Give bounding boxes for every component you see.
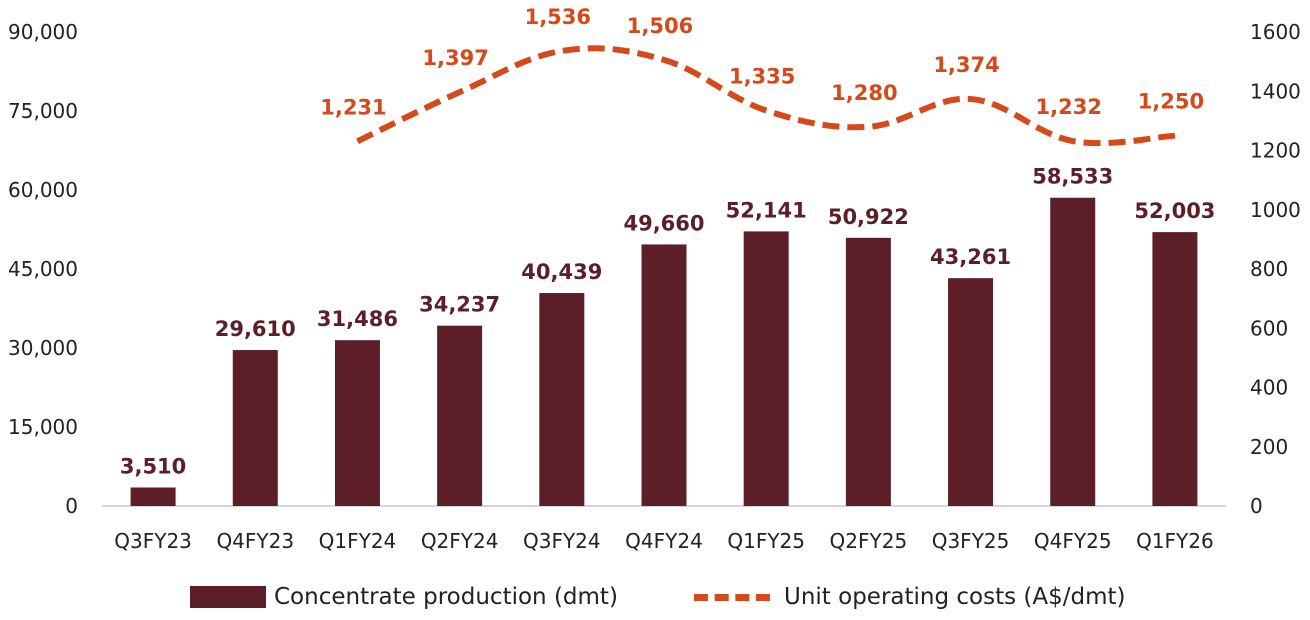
bar bbox=[845, 237, 891, 507]
bar bbox=[641, 244, 687, 506]
line-data-label: 1,231 bbox=[320, 95, 386, 119]
right-tick-label: 200 bbox=[1250, 435, 1288, 459]
legend-bar-swatch bbox=[190, 586, 266, 608]
legend-line-swatch bbox=[694, 593, 770, 601]
x-tick-label: Q3FY23 bbox=[114, 529, 192, 553]
bar bbox=[743, 231, 789, 506]
x-tick-label: Q3FY24 bbox=[523, 529, 601, 553]
left-axis-ticks: 0 15,000 30,000 45,000 60,000 75,000 90,000 bbox=[8, 20, 78, 518]
legend-label-production: Concentrate production (dmt) bbox=[274, 584, 618, 610]
x-tick-label: Q4FY25 bbox=[1034, 529, 1112, 553]
right-tick-label: 0 bbox=[1250, 494, 1263, 518]
bar-data-label: 29,610 bbox=[215, 317, 296, 341]
left-tick-label: 60,000 bbox=[8, 178, 78, 202]
bar-data-label: 58,533 bbox=[1032, 165, 1113, 189]
right-tick-label: 800 bbox=[1250, 257, 1288, 281]
line-data-labels: 1,231 1,397 1,536 1,506 1,335 1,280 1,374 1,232… bbox=[320, 5, 1204, 119]
legend-item-cost: Unit operating costs (A$/dmt) bbox=[694, 584, 1126, 610]
left-tick-label: 30,000 bbox=[8, 336, 78, 360]
line-data-label: 1,397 bbox=[422, 46, 488, 70]
bar-data-label: 3,510 bbox=[120, 455, 186, 479]
bar-data-label: 40,439 bbox=[521, 260, 602, 284]
chart: 0 15,000 30,000 45,000 60,000 75,000 90,000 0 2… bbox=[8, 5, 1301, 553]
right-axis-ticks: 0 200 400 600 800 1000 1200 1400 1600 bbox=[1250, 20, 1301, 518]
line-data-label: 1,232 bbox=[1036, 95, 1102, 119]
right-tick-label: 1000 bbox=[1250, 198, 1301, 222]
line-data-label: 1,506 bbox=[627, 14, 693, 38]
bar-data-label: 43,261 bbox=[930, 245, 1011, 269]
right-tick-label: 1200 bbox=[1250, 139, 1301, 163]
line-data-label: 1,335 bbox=[729, 65, 795, 89]
line-data-label: 1,536 bbox=[525, 5, 591, 29]
legend-label-cost: Unit operating costs (A$/dmt) bbox=[784, 584, 1126, 610]
left-tick-label: 45,000 bbox=[8, 257, 78, 281]
bar bbox=[334, 340, 380, 506]
x-tick-label: Q1FY26 bbox=[1136, 529, 1214, 553]
legend-item-production: Concentrate production (dmt) bbox=[190, 584, 618, 610]
x-tick-label: Q2FY25 bbox=[830, 529, 908, 553]
bar bbox=[1152, 232, 1198, 506]
left-tick-label: 90,000 bbox=[8, 20, 78, 44]
line-data-label: 1,374 bbox=[933, 53, 999, 77]
line-data-label: 1,250 bbox=[1138, 90, 1204, 114]
x-tick-label: Q4FY24 bbox=[625, 529, 703, 553]
line-data-label: 1,280 bbox=[831, 81, 897, 105]
x-tick-label: Q3FY25 bbox=[932, 529, 1010, 553]
bar-data-label: 50,922 bbox=[828, 205, 909, 229]
bar-data-label: 34,237 bbox=[419, 293, 500, 317]
right-tick-label: 600 bbox=[1250, 316, 1288, 340]
bar bbox=[130, 487, 176, 506]
cost-line-series bbox=[356, 45, 1176, 147]
bar-data-label: 52,141 bbox=[726, 198, 807, 222]
x-tick-label: Q1FY24 bbox=[319, 529, 397, 553]
bar-series bbox=[130, 197, 1198, 507]
bar bbox=[437, 325, 483, 506]
bar-data-labels: 3,510 29,610 31,486 34,237 40,439 49,660 52,14… bbox=[120, 165, 1216, 479]
x-tick-label: Q1FY25 bbox=[727, 529, 805, 553]
x-tick-label: Q4FY23 bbox=[216, 529, 294, 553]
bar-data-label: 31,486 bbox=[317, 307, 398, 331]
bar-data-label: 52,003 bbox=[1134, 199, 1215, 223]
right-tick-label: 400 bbox=[1250, 376, 1288, 400]
x-axis-ticks: Q3FY23 Q4FY23 Q1FY24 Q2FY24 Q3FY24 Q4FY24 Q1FY… bbox=[114, 529, 1213, 553]
right-tick-label: 1600 bbox=[1250, 20, 1301, 44]
legend: Concentrate production (dmt) Unit operat… bbox=[0, 584, 1310, 620]
bar bbox=[539, 293, 585, 506]
bar bbox=[232, 350, 278, 506]
right-tick-label: 1400 bbox=[1250, 79, 1301, 103]
bar bbox=[1050, 197, 1096, 506]
bar bbox=[948, 278, 994, 506]
left-tick-label: 75,000 bbox=[8, 99, 78, 123]
bar-data-label: 49,660 bbox=[623, 211, 704, 235]
x-tick-label: Q2FY24 bbox=[421, 529, 499, 553]
left-tick-label: 15,000 bbox=[8, 415, 78, 439]
left-tick-label: 0 bbox=[65, 494, 78, 518]
